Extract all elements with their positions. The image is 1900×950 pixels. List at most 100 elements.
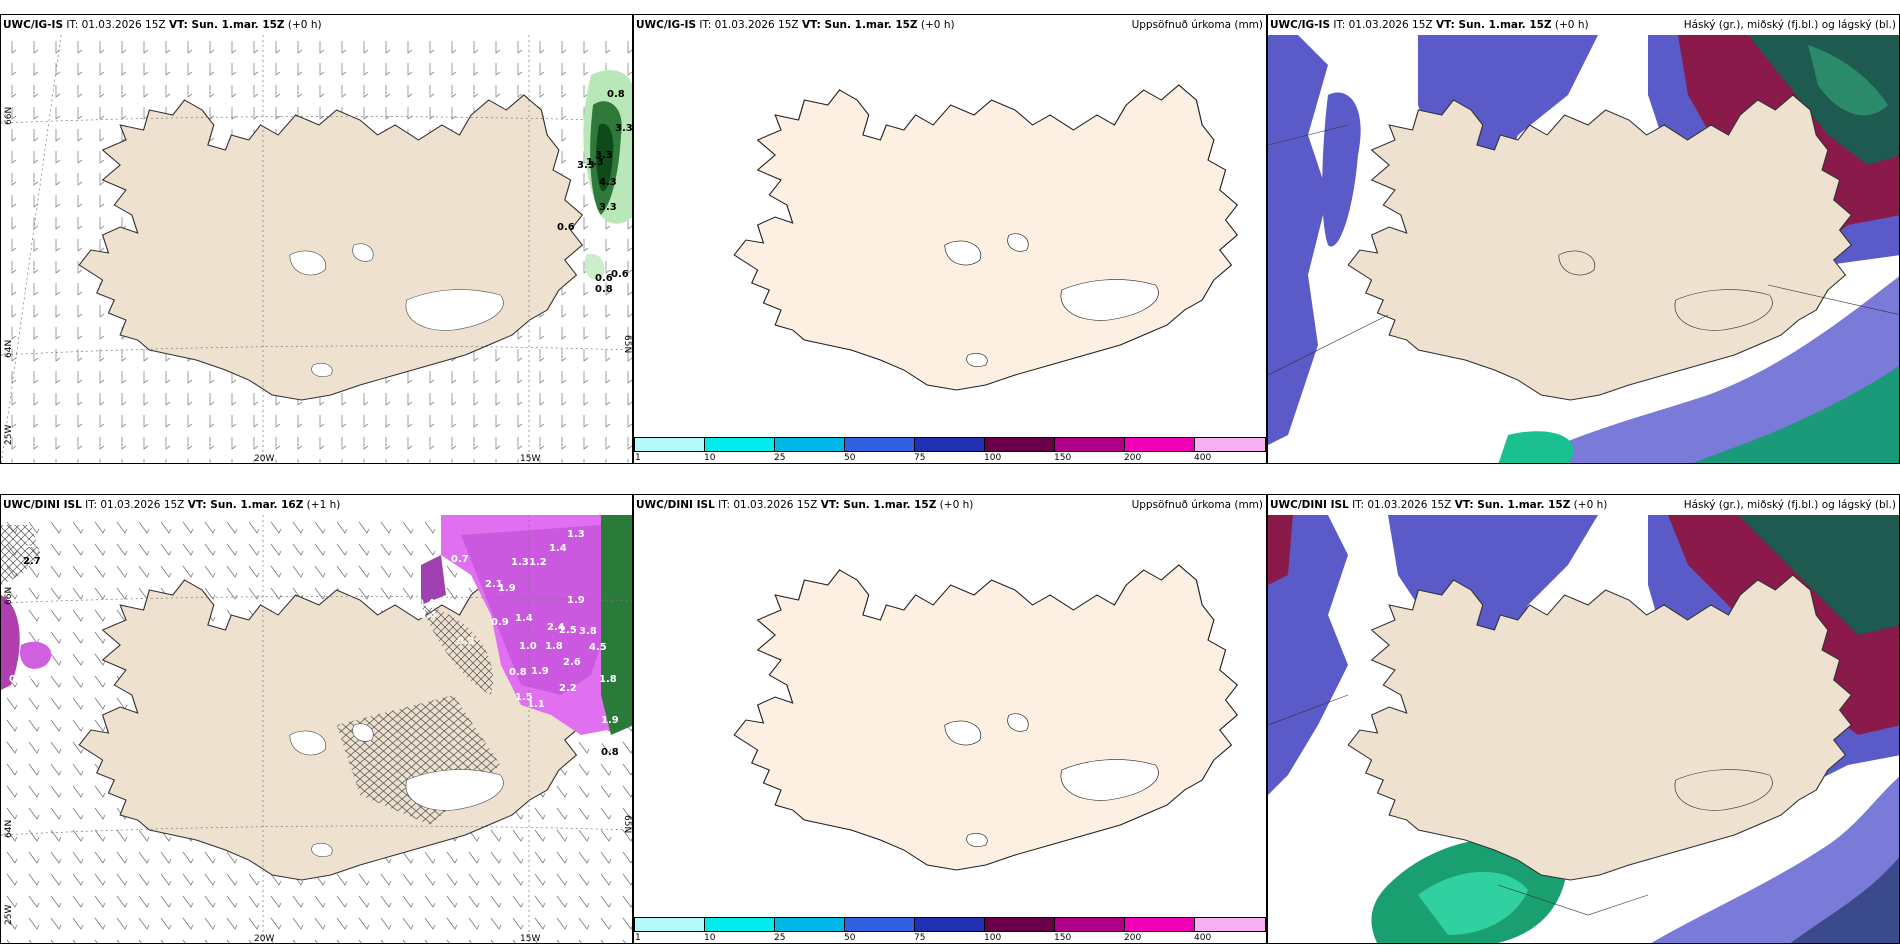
value-label: 2.6 <box>563 657 581 668</box>
value-label: 0.6 <box>557 222 575 233</box>
colorbar-tick: 100 <box>984 933 1002 943</box>
colorbar-tick: 50 <box>844 453 856 463</box>
panel-title: Uppsöfnuð úrkoma (mm) <box>1131 19 1263 31</box>
map-precip-top <box>733 84 1238 391</box>
value-label: 1.8 <box>545 641 563 652</box>
panel-header: UWC/DINI ISL IT: 01.03.2026 15Z VT: Sun.… <box>1268 495 1899 515</box>
value-label: 3.8 <box>579 626 597 637</box>
panel-header: UWC/IG-IS IT: 01.03.2026 15Z VT: Sun. 1.… <box>1 15 632 35</box>
value-label: 1.3 <box>567 529 585 540</box>
colorbar: 1 10 25 50 75 100 150 200 400 <box>634 433 1266 463</box>
colorbar-segment <box>1054 917 1125 932</box>
map-wind-top: 0.8 3.3 3.3 3.3 4.3 3.3 1.3 0.6 0.6 0.6 … <box>1 34 632 464</box>
panel-clouds-top: UWC/IG-IS IT: 01.03.2026 15Z VT: Sun. 1.… <box>1267 14 1900 464</box>
colorbar-segment <box>774 437 845 452</box>
panel-title: Háský (gr.), miðský (fj.bl.) og lágský (… <box>1683 19 1896 31</box>
value-label: 0.9 <box>491 617 509 628</box>
colorbar-segment <box>1124 437 1195 452</box>
value-label: 1.3 <box>511 557 529 568</box>
value-label: 1.9 <box>498 583 516 594</box>
value-label: 2.5 <box>559 625 577 636</box>
value-label: 3.3 <box>599 202 617 213</box>
colorbar-tick: 10 <box>704 933 716 943</box>
colorbar-segment <box>1194 437 1266 452</box>
colorbar-segment <box>634 437 705 452</box>
lon-label: 25W <box>4 425 14 445</box>
value-label: 0.6 <box>595 273 613 284</box>
value-label: 1.3 <box>25 539 43 550</box>
colorbar-tick: 150 <box>1054 933 1072 943</box>
lat-label: 65N <box>622 815 632 833</box>
colorbar: 1 10 25 50 75 100 150 200 400 <box>634 913 1266 943</box>
value-label: 0.8 <box>607 89 625 100</box>
panel-clouds-bottom: UWC/DINI ISL IT: 01.03.2026 15Z VT: Sun.… <box>1267 494 1900 944</box>
lat-label: 66N <box>4 107 14 125</box>
value-label: 1.9 <box>601 715 619 726</box>
colorbar-segment <box>984 437 1055 452</box>
value-label: 1.3 <box>586 157 604 168</box>
panel-header: UWC/DINI ISL IT: 01.03.2026 15Z VT: Sun.… <box>634 495 1266 515</box>
colorbar-tick: 400 <box>1194 453 1212 463</box>
value-label: 1.5 <box>515 692 533 703</box>
colorbar-tick: 1 <box>635 933 641 943</box>
value-label: 1.9 <box>531 666 549 677</box>
panel-wind-precip-bottom: UWC/DINI ISL IT: 01.03.2026 15Z VT: Sun.… <box>0 494 633 944</box>
value-label: 1.9 <box>567 595 585 606</box>
colorbar-tick: 200 <box>1124 933 1142 943</box>
colorbar-tick: 75 <box>914 453 926 463</box>
colorbar-tick: 200 <box>1124 453 1142 463</box>
value-label: 2.4 <box>547 622 565 633</box>
colorbar-tick: 75 <box>914 933 926 943</box>
value-label: 0.6 <box>611 269 629 280</box>
value-label: 1.4 <box>515 613 533 624</box>
colorbar-tick: 400 <box>1194 933 1212 943</box>
map-precip-bottom <box>733 564 1238 871</box>
value-label: 0.7 <box>451 554 469 565</box>
colorbar-segment <box>1194 917 1266 932</box>
map-wind-bottom: 1.3 1.3 1.4 2.7 0.7 1.3 1.2 1.9 0.4 2.1 … <box>1 515 632 944</box>
value-label: 0.6 <box>585 737 603 748</box>
value-label: 4.3 <box>599 177 617 188</box>
value-label: 4.5 <box>589 642 607 653</box>
colorbar-segment <box>984 917 1055 932</box>
colorbar-segment <box>844 917 915 932</box>
value-label: 0.4 <box>29 671 47 682</box>
panel-header: UWC/IG-IS IT: 01.03.2026 15Z VT: Sun. 1.… <box>1268 15 1899 35</box>
value-label: 3.3 <box>577 160 595 171</box>
value-label: 2.7 <box>23 556 41 567</box>
colorbar-segment <box>704 917 775 932</box>
colorbar-segment <box>914 917 985 932</box>
panel-header: UWC/IG-IS IT: 01.03.2026 15Z VT: Sun. 1.… <box>634 15 1266 35</box>
lon-label: 15W <box>520 934 540 944</box>
colorbar-segment <box>704 437 775 452</box>
colorbar-tick: 25 <box>774 453 786 463</box>
value-label: 0.2 <box>457 636 475 647</box>
colorbar-tick: 100 <box>984 453 1002 463</box>
colorbar-segment <box>634 917 705 932</box>
value-label: 1.8 <box>599 674 617 685</box>
value-label: 0.4 <box>419 610 437 621</box>
map-clouds-top <box>1268 35 1899 463</box>
lat-label: 64N <box>4 340 14 358</box>
value-label: 1.1 <box>527 699 545 710</box>
panel-title: Háský (gr.), miðský (fj.bl.) og lágský (… <box>1683 499 1896 511</box>
colorbar-segment <box>844 437 915 452</box>
lat-label: 64N <box>4 820 14 838</box>
lon-label: 25W <box>4 905 14 925</box>
panel-wind-precip-top: UWC/IG-IS IT: 01.03.2026 15Z VT: Sun. 1.… <box>0 14 633 464</box>
map-clouds-bottom <box>1268 515 1899 943</box>
value-label: 3.3 <box>595 150 613 161</box>
colorbar-segment <box>774 917 845 932</box>
lon-label: 20W <box>254 934 274 944</box>
lon-label: 15W <box>520 454 540 464</box>
value-label: 1.0 <box>519 641 537 652</box>
lat-label: 66N <box>4 587 14 605</box>
colorbar-tick: 10 <box>704 453 716 463</box>
value-label: 1.4 <box>549 543 567 554</box>
colorbar-tick: 1 <box>635 453 641 463</box>
value-label: 1.2 <box>529 557 547 568</box>
value-label: 0.4 <box>9 674 27 685</box>
lon-label: 20W <box>254 454 274 464</box>
colorbar-segment <box>1124 917 1195 932</box>
panel-header: UWC/DINI ISL IT: 01.03.2026 15Z VT: Sun.… <box>1 495 632 515</box>
